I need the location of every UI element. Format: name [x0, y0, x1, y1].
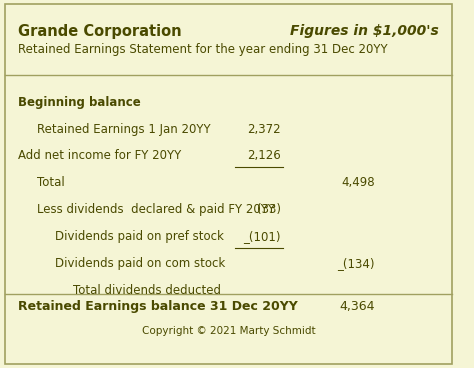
- Text: Less dividends  declared & paid FY 20YY: Less dividends declared & paid FY 20YY: [36, 203, 274, 216]
- Text: Figures in $1,000's: Figures in $1,000's: [290, 24, 439, 38]
- Text: Grande Corporation: Grande Corporation: [18, 24, 182, 39]
- Text: Total: Total: [36, 176, 64, 189]
- Text: Dividends paid on pref stock: Dividends paid on pref stock: [55, 230, 224, 243]
- Text: Retained Earnings balance 31 Dec 20YY: Retained Earnings balance 31 Dec 20YY: [18, 300, 298, 313]
- FancyBboxPatch shape: [5, 4, 453, 364]
- Text: Add net income for FY 20YY: Add net income for FY 20YY: [18, 149, 182, 162]
- Text: 4,364: 4,364: [339, 300, 375, 313]
- Text: _(134): _(134): [337, 257, 375, 270]
- Text: Dividends paid on com stock: Dividends paid on com stock: [55, 257, 225, 270]
- Text: Beginning balance: Beginning balance: [18, 96, 141, 109]
- Text: Retained Earnings 1 Jan 20YY: Retained Earnings 1 Jan 20YY: [36, 123, 210, 135]
- Text: 2,126: 2,126: [247, 149, 281, 162]
- Text: Total dividends deducted: Total dividends deducted: [73, 284, 221, 297]
- Text: 2,372: 2,372: [247, 123, 281, 135]
- Text: Retained Earnings Statement for the year ending 31 Dec 20YY: Retained Earnings Statement for the year…: [18, 43, 388, 56]
- Text: (33): (33): [257, 203, 281, 216]
- Text: 4,498: 4,498: [341, 176, 375, 189]
- Text: Copyright © 2021 Marty Schmidt: Copyright © 2021 Marty Schmidt: [142, 326, 315, 336]
- Text: _(101): _(101): [244, 230, 281, 243]
